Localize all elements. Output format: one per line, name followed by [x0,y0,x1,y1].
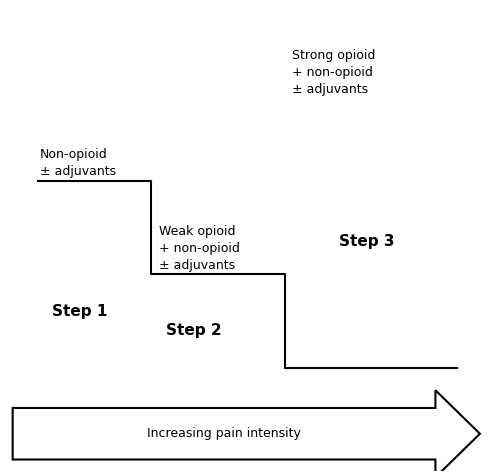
Text: Increasing pain intensity: Increasing pain intensity [147,427,301,440]
Polygon shape [12,390,480,474]
Text: Strong opioid
+ non-opioid
± adjuvants: Strong opioid + non-opioid ± adjuvants [292,49,376,97]
Text: Weak opioid
+ non-opioid
± adjuvants: Weak opioid + non-opioid ± adjuvants [158,225,240,272]
Text: Non-opioid
± adjuvants: Non-opioid ± adjuvants [40,148,116,178]
Text: Step 3: Step 3 [339,234,394,249]
Text: Step 2: Step 2 [166,323,222,338]
Text: Step 1: Step 1 [52,304,108,319]
